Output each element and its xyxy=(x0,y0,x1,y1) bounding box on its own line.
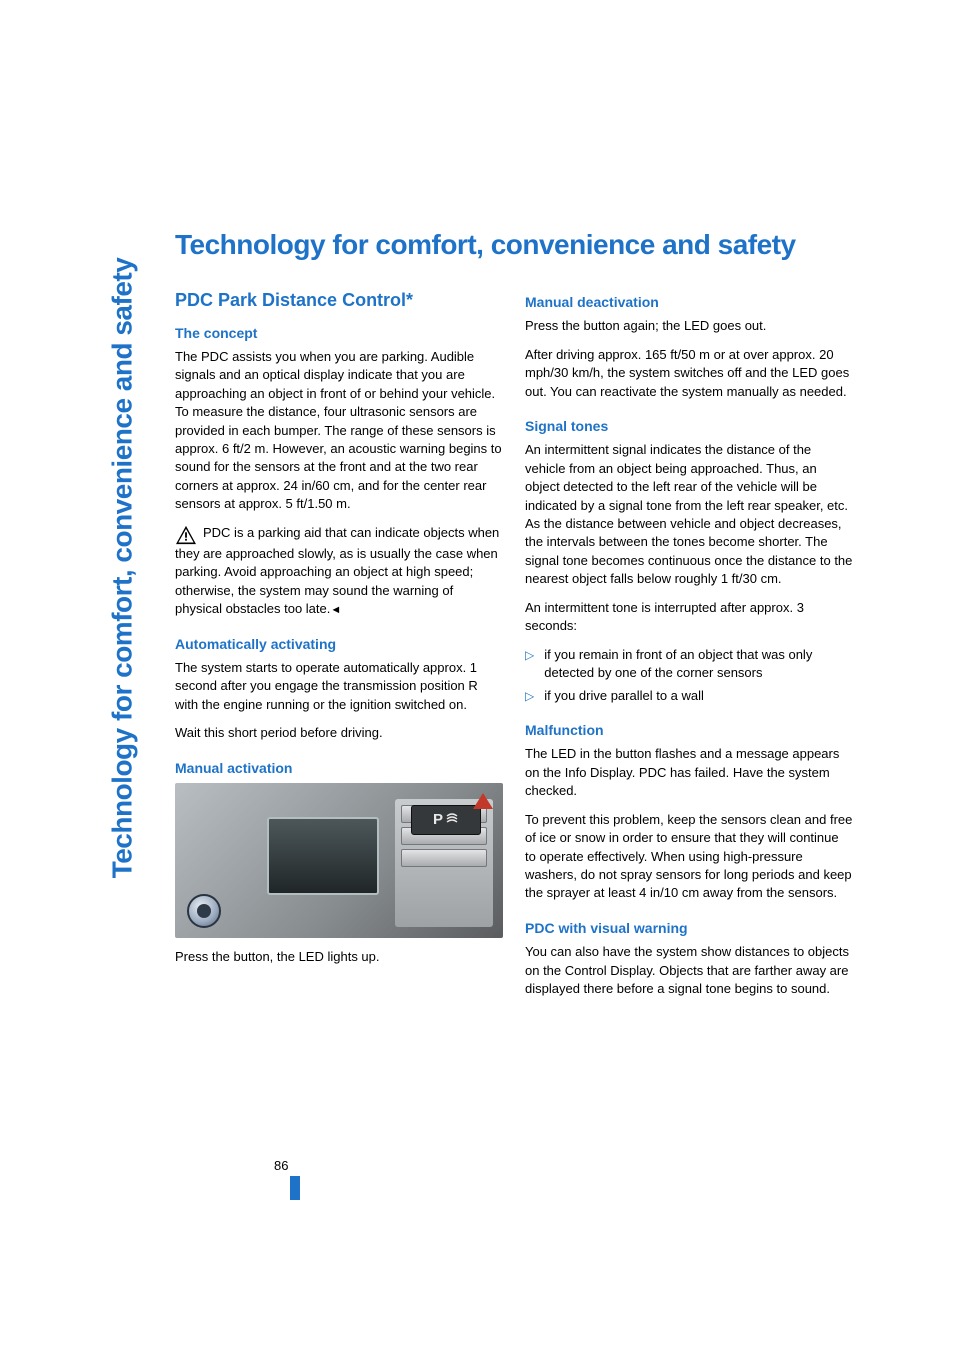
side-tab: Technology for comfort, convenience and … xyxy=(98,228,146,908)
body-auto-2: Wait this short period before driving. xyxy=(175,724,503,742)
figure-p-button: P xyxy=(411,805,481,835)
figure-panel-button xyxy=(401,849,487,867)
body-visual: You can also have the system show distan… xyxy=(525,943,853,998)
body-concept: The PDC assists you when you are parking… xyxy=(175,348,503,514)
warning-block: PDC is a parking aid that can indicate o… xyxy=(175,524,503,619)
chapter-title: Technology for comfort, convenience and … xyxy=(175,228,855,261)
figure-caption: Press the button, the LED lights up. xyxy=(175,948,503,966)
body-auto-1: The system starts to operate automatical… xyxy=(175,659,503,714)
triangle-bullet-icon: ▷ xyxy=(525,647,534,664)
signal-bullet-list: ▷ if you remain in front of an object th… xyxy=(525,646,853,705)
subheading-malfunction: Malfunction xyxy=(525,721,853,739)
subheading-concept: The concept xyxy=(175,324,503,342)
body-deact-2: After driving approx. 165 ft/50 m or at … xyxy=(525,346,853,401)
subheading-manual-activate: Manual activation xyxy=(175,759,503,777)
figure-p-label: P xyxy=(433,811,443,828)
section-heading-pdc: PDC Park Distance Control* xyxy=(175,289,503,312)
left-column: PDC Park Distance Control* The concept T… xyxy=(175,289,503,1008)
body-malfunc-1: The LED in the button flashes and a mess… xyxy=(525,745,853,800)
figure-bmw-badge xyxy=(187,894,221,928)
warning-text: PDC is a parking aid that can indicate o… xyxy=(175,525,499,616)
subheading-auto-activate: Automatically activating xyxy=(175,635,503,653)
body-deact-1: Press the button again; the LED goes out… xyxy=(525,317,853,335)
list-item: ▷ if you drive parallel to a wall xyxy=(525,687,853,705)
bullet-text: if you drive parallel to a wall xyxy=(544,687,704,705)
body-signal-1: An intermittent signal indicates the dis… xyxy=(525,441,853,589)
subheading-deactivation: Manual deactivation xyxy=(525,293,853,311)
list-item: ▷ if you remain in front of an object th… xyxy=(525,646,853,683)
right-column: Manual deactivation Press the button aga… xyxy=(525,289,853,1008)
page-number-bar xyxy=(290,1176,300,1200)
body-malfunc-2: To prevent this problem, keep the sensor… xyxy=(525,811,853,903)
page-content: Technology for comfort, convenience and … xyxy=(175,228,855,1008)
two-column-layout: PDC Park Distance Control* The concept T… xyxy=(175,289,855,1008)
subheading-signal-tones: Signal tones xyxy=(525,417,853,435)
figure-center-screen xyxy=(267,817,379,895)
subheading-visual-warning: PDC with visual warning xyxy=(525,919,853,937)
end-mark-icon: ◄ xyxy=(330,604,341,616)
page-number: 86 xyxy=(274,1158,288,1173)
figure-red-arrow-icon xyxy=(473,793,493,809)
side-tab-text: Technology for comfort, convenience and … xyxy=(106,258,138,879)
triangle-bullet-icon: ▷ xyxy=(525,688,534,705)
body-signal-2: An intermittent tone is interrupted afte… xyxy=(525,599,853,636)
figure-dashboard: P xyxy=(175,783,503,938)
warning-icon xyxy=(175,525,197,545)
bullet-text: if you remain in front of an object that… xyxy=(544,646,853,683)
